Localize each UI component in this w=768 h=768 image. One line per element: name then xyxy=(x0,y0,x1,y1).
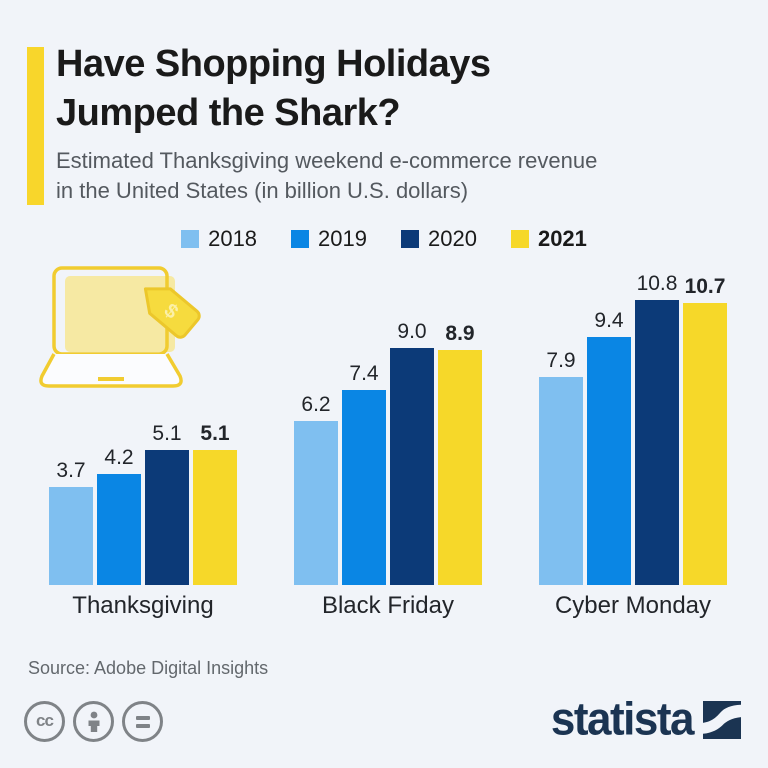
bar-group-thanksgiving: 3.7 4.2 5.1 5.1 xyxy=(49,422,237,585)
bar-2019 xyxy=(342,390,386,585)
license-icons: cc xyxy=(24,701,163,742)
value-label: 6.2 xyxy=(301,393,331,416)
title-line1: Have Shopping Holidays xyxy=(56,43,491,85)
cc-icon: cc xyxy=(24,701,65,742)
bar-2018 xyxy=(294,421,338,585)
no-derivatives-equals-icon xyxy=(122,701,163,742)
legend-label: 2020 xyxy=(428,226,477,251)
bar-column: 8.9 xyxy=(438,322,482,585)
bar-2021 xyxy=(438,350,482,585)
attribution-person-icon xyxy=(73,701,114,742)
value-label: 7.4 xyxy=(349,362,379,385)
subtitle-line2: in the United States (in billion U.S. do… xyxy=(56,178,469,203)
title-accent-bar xyxy=(27,47,44,205)
statista-square-icon xyxy=(703,701,741,739)
legend-item-2020: 2020 xyxy=(401,226,477,252)
value-label: 10.8 xyxy=(636,272,678,295)
bar-column: 3.7 xyxy=(49,459,93,585)
category-label: Cyber Monday xyxy=(554,592,712,619)
subtitle-line1: Estimated Thanksgiving weekend e-commerc… xyxy=(56,148,598,173)
statista-wordmark: statista xyxy=(550,693,695,746)
value-label: 7.9 xyxy=(546,349,576,372)
legend-swatch xyxy=(401,230,419,248)
bar-column: 7.4 xyxy=(342,362,386,585)
legend-label: 2018 xyxy=(208,226,258,251)
category-label: Thanksgiving xyxy=(72,592,214,619)
chart-legend: 2018 2019 2020 2021 xyxy=(0,226,768,252)
bar-column: 7.9 xyxy=(539,349,583,585)
source-text: Source: Adobe Digital Insights xyxy=(28,658,269,678)
bar-column: 9.4 xyxy=(587,309,631,585)
chart-subtitle: Estimated Thanksgiving weekend e-commerc… xyxy=(56,146,597,206)
legend-label: 2021 xyxy=(537,226,587,251)
bar-column: 6.2 xyxy=(294,393,338,585)
statista-logo: statista xyxy=(550,693,741,746)
bar-2020 xyxy=(635,300,679,585)
bar-2020 xyxy=(390,348,434,585)
bar-column: 5.1 xyxy=(145,422,189,585)
category-axis: Thanksgiving Black Friday Cyber Monday xyxy=(49,592,727,620)
bar-2018 xyxy=(49,487,93,585)
legend-label: 2019 xyxy=(318,226,367,251)
legend-swatch xyxy=(291,230,310,248)
value-label: 5.1 xyxy=(152,422,182,445)
category-label: Black Friday xyxy=(321,592,455,619)
value-label: 8.9 xyxy=(445,322,475,345)
bar-column: 4.2 xyxy=(97,446,141,585)
bar-2018 xyxy=(539,377,583,585)
bar-column: 5.1 xyxy=(193,422,237,585)
bar-2021 xyxy=(193,450,237,585)
value-label: 5.1 xyxy=(200,422,230,445)
legend-item-2018: 2018 xyxy=(181,226,257,252)
bar-2019 xyxy=(587,337,631,585)
legend-swatch xyxy=(181,230,200,248)
laptop-price-tag-icon: $ xyxy=(39,266,201,388)
bar-column: 10.8 xyxy=(635,272,679,585)
bar-group-black-friday: 6.2 7.4 9.0 8.9 xyxy=(294,320,482,585)
page-title: Have Shopping Holidays Jumped the Shark? xyxy=(56,40,491,138)
value-label: 3.7 xyxy=(56,459,86,482)
bar-2021 xyxy=(683,303,727,585)
title-line2: Jumped the Shark? xyxy=(56,92,401,134)
value-label: 9.0 xyxy=(397,320,427,343)
legend-swatch xyxy=(510,230,529,248)
bar-2020 xyxy=(145,450,189,585)
bar-column: 10.7 xyxy=(683,275,727,585)
legend-item-2019: 2019 xyxy=(291,226,367,252)
bar-group-cyber-monday: 7.9 9.4 10.8 10.7 xyxy=(539,272,727,585)
bar-column: 9.0 xyxy=(390,320,434,585)
value-label: 4.2 xyxy=(104,446,134,469)
value-label: 9.4 xyxy=(594,309,624,332)
bar-chart: 3.7 4.2 5.1 5.1 6.2 7.4 9.0 8.9 7.9 9.4 10.8 10.7 xyxy=(49,268,727,585)
value-label: 10.7 xyxy=(684,275,726,298)
legend-item-2021: 2021 xyxy=(510,226,587,252)
bar-2019 xyxy=(97,474,141,585)
